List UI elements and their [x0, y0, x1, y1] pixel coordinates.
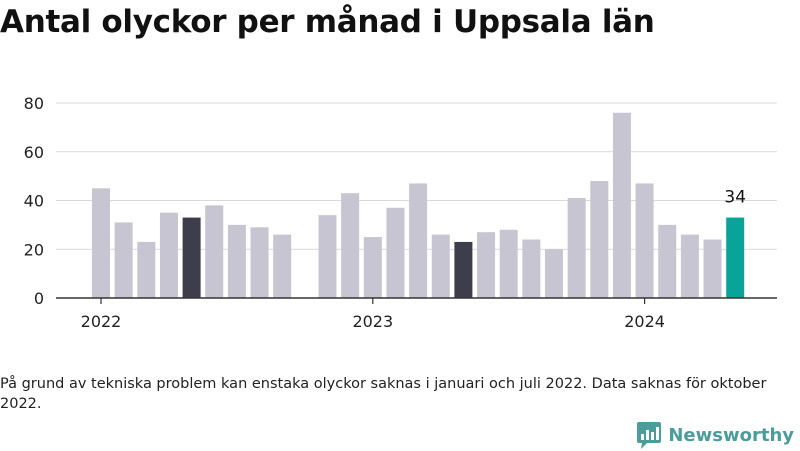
- bar-chart: 0 20 40 60 80 2022 2023 2024 34: [24, 94, 777, 331]
- bar: [499, 229, 518, 298]
- bar: [318, 215, 337, 298]
- x-tick-label: 2022: [81, 312, 122, 331]
- bar: [159, 212, 178, 298]
- bar: [386, 207, 405, 298]
- y-tick-label: 80: [24, 94, 44, 113]
- bar: [522, 239, 541, 298]
- x-tick-label: 2023: [352, 312, 393, 331]
- brand-name: Newsworthy: [668, 424, 794, 446]
- bar: [726, 217, 745, 298]
- y-tick-label: 0: [34, 289, 44, 308]
- bar: [545, 249, 563, 298]
- bar: [92, 188, 110, 298]
- chart-title: Antal olyckor per månad i Uppsala län: [0, 4, 655, 40]
- bar: [703, 239, 722, 298]
- bar: [431, 234, 450, 298]
- bar: [182, 217, 201, 298]
- bar: [363, 237, 382, 298]
- bar: [567, 198, 586, 298]
- bar: [590, 181, 609, 298]
- bar: [227, 224, 246, 298]
- newsworthy-logo-icon: [637, 422, 662, 449]
- footnote: På grund av tekniska problem kan enstaka…: [0, 376, 767, 412]
- bar: [680, 234, 699, 298]
- bar: [635, 183, 654, 298]
- bar: [477, 232, 496, 298]
- x-tick-label: 2024: [624, 312, 665, 331]
- bar: [341, 193, 360, 298]
- bar: [137, 241, 156, 298]
- bar: [409, 183, 428, 298]
- y-tick-label: 40: [24, 192, 44, 211]
- bar: [612, 112, 631, 298]
- bar: [205, 205, 224, 298]
- data-label: 34: [724, 188, 746, 208]
- bar: [273, 234, 292, 298]
- bar: [658, 224, 677, 298]
- bar: [454, 241, 473, 298]
- bar: [114, 222, 133, 298]
- y-tick-label: 20: [24, 240, 44, 259]
- y-tick-label: 60: [24, 143, 44, 162]
- bar: [250, 227, 269, 298]
- brand-logo: Newsworthy: [636, 419, 794, 451]
